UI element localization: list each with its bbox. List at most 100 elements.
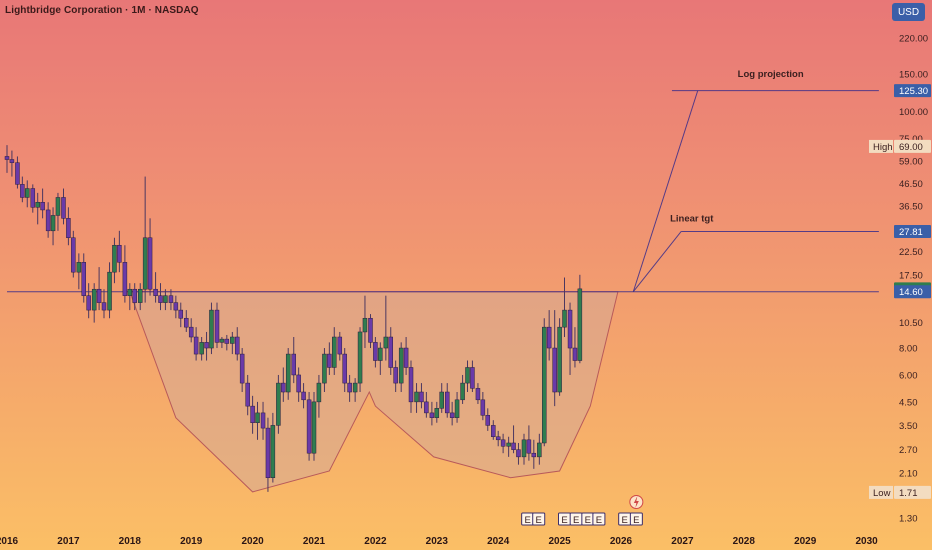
candle-body [178,309,184,319]
candle-body [306,399,312,454]
candle-body [132,288,137,303]
x-tick-label: 2025 [548,536,571,547]
candle-body [285,353,291,393]
log-projection-leg-line [632,90,699,292]
y-tick-label: 8.00 [899,344,918,355]
candle-body [332,336,337,368]
y-tick-label: 4.50 [899,397,918,408]
candle-body [86,295,91,311]
y-tick-label: 10.50 [899,318,923,329]
candle-body [291,353,296,376]
candle-body [429,412,435,418]
currency-button[interactable]: USD [892,3,925,21]
y-tick-label: 36.50 [899,202,923,213]
candle-body [255,412,260,424]
candle-body [20,184,25,198]
x-tick-label: 2029 [794,536,817,547]
candle-body [61,197,66,219]
candle-body [500,439,506,447]
price-tag-marker-label: Low [873,488,891,499]
x-tick-label: 2021 [303,536,326,547]
candle-body [235,336,240,355]
candle-body [224,338,230,344]
earnings-marker-label: E [561,515,567,526]
candle-body [168,295,174,303]
x-tick-label: 2018 [119,536,142,547]
candle-body [342,353,347,384]
candle-body [214,309,220,343]
candle-body [316,382,322,403]
candle-body [163,295,168,303]
price-tag-label: 27.81 [899,227,923,238]
y-tick-label: 3.50 [899,421,918,432]
candle-body [521,439,527,458]
earnings-marker-label: E [536,515,542,526]
candle-body [506,442,511,447]
price-tag-marker-label: High [873,142,893,153]
candle-body [260,412,266,429]
candle-body [270,425,276,478]
y-tick-label: 17.50 [899,270,923,281]
candle-body [398,347,404,384]
candle-body [35,201,40,208]
annotation-label: Linear tgt [670,213,714,224]
candle-body [301,391,306,401]
y-tick-label: 100.00 [899,107,928,118]
y-tick-label: 2.70 [899,445,918,456]
candle-body [449,412,455,418]
candle-body [403,347,409,368]
candle-body [516,449,521,458]
candle-body [577,288,583,361]
candle-body [245,382,250,407]
y-tick-label: 22.50 [899,247,923,258]
x-tick-label: 2019 [180,536,203,547]
candle-body [408,367,414,403]
price-tag [894,285,931,299]
annotation-label: Log projection [738,69,804,80]
candle-body [71,237,76,273]
candle-body [347,382,352,393]
lightning-glyph [633,496,639,508]
price-tag [894,84,931,98]
candle-body [562,309,567,328]
candle-body [475,388,481,401]
x-tick-label: 2017 [57,536,80,547]
candle-body [388,336,393,368]
x-tick-label: 2028 [733,536,756,547]
candle-body [572,347,578,361]
candle-body [480,399,486,416]
candle-body [567,309,573,349]
candle-body [485,415,491,426]
candle-body [357,331,363,384]
x-tick-label: 2020 [241,536,264,547]
candle-body [276,382,281,426]
candle-body [393,367,398,384]
x-tick-label: 2027 [671,536,694,547]
candle-body [362,317,368,333]
candle-body [209,309,214,349]
candle-body [383,336,389,349]
price-tag [894,485,931,499]
candle-body [434,408,440,418]
earnings-marker-label: E [573,515,579,526]
candle-body [373,342,378,361]
earnings-marker-label: E [596,515,602,526]
candle-body [193,336,199,355]
candle-body [204,342,209,349]
candle-body [239,353,245,384]
candle-body [112,244,117,273]
candle-body [122,262,128,296]
y-tick-label: 150.00 [899,69,928,80]
candle-body [117,244,122,263]
earnings-marker [532,512,546,526]
candle-body [557,326,562,393]
candle-body [9,159,15,163]
y-tick-label: 2.10 [899,469,918,480]
price-tag-marker [869,139,893,153]
candle-body [352,382,358,393]
x-tick-label: 2026 [610,536,633,547]
candle-body [50,215,56,232]
candle-body [199,342,204,355]
candle-body [127,288,133,296]
